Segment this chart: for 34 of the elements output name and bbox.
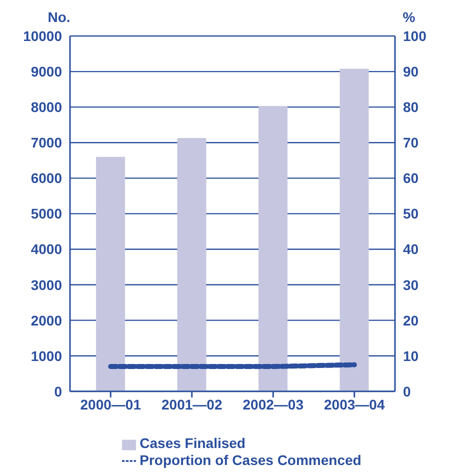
y2-tick-label: 50 bbox=[403, 206, 419, 222]
y2-tick-label: 0 bbox=[403, 383, 411, 400]
y2-tick-label: 80 bbox=[403, 99, 419, 116]
y-tick-label: 8000 bbox=[30, 99, 62, 116]
bar bbox=[258, 106, 288, 392]
y-tick-label: 10000 bbox=[23, 28, 62, 44]
y2-tick-label: 10 bbox=[403, 348, 419, 364]
y-tick-label: 4000 bbox=[30, 241, 62, 258]
bar bbox=[340, 68, 369, 392]
y2-tick-label: 70 bbox=[403, 134, 419, 151]
y2-tick-label: 100 bbox=[403, 28, 427, 44]
x-tick-label: 2001—02 bbox=[162, 396, 222, 412]
legend-label: Cases Finalised bbox=[140, 435, 246, 452]
y2-axis-title: % bbox=[402, 9, 416, 25]
y2-tick-label: 40 bbox=[403, 241, 419, 258]
bar bbox=[96, 156, 125, 392]
y2-tick-label: 90 bbox=[403, 64, 419, 80]
x-tick-label: 2002—03 bbox=[242, 396, 304, 412]
y-tick-label: 1000 bbox=[30, 348, 62, 364]
y-tick-label: 0 bbox=[54, 383, 62, 400]
x-tick-label: 2000—01 bbox=[80, 396, 142, 412]
bar bbox=[177, 138, 206, 392]
y-tick-label: 9000 bbox=[30, 64, 62, 80]
x-tick-label: 2003—04 bbox=[324, 396, 385, 412]
y-axis-title: No. bbox=[48, 9, 70, 25]
y-tick-label: 2000 bbox=[30, 312, 62, 328]
y2-tick-label: 20 bbox=[403, 312, 419, 328]
y-tick-label: 5000 bbox=[30, 206, 62, 222]
y2-tick-label: 30 bbox=[403, 276, 419, 293]
y2-tick-label: 60 bbox=[403, 170, 419, 186]
legend-label: Proportion of Cases Commenced bbox=[140, 452, 362, 468]
y-tick-label: 7000 bbox=[30, 134, 62, 151]
y-tick-label: 6000 bbox=[30, 170, 62, 186]
y-tick-label: 3000 bbox=[30, 276, 62, 293]
